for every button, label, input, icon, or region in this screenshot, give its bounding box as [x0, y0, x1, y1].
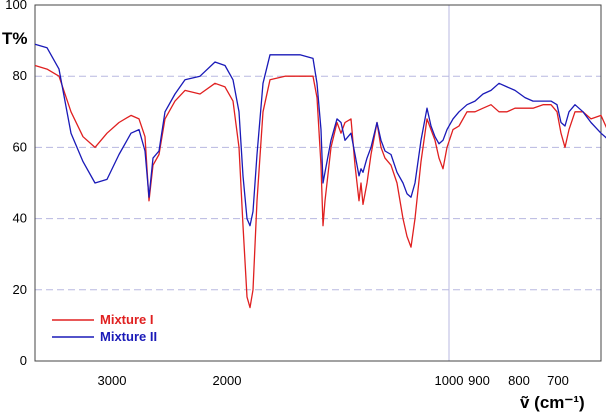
legend-label-mixture-1: Mixture I — [100, 312, 153, 327]
y-tick-label-100: 100 — [5, 0, 27, 12]
x-tick-label-2000: 2000 — [213, 373, 242, 388]
y-tick-label-40: 40 — [13, 211, 27, 226]
series-lines — [34, 43, 606, 309]
x-axis-label: ṽ (cm⁻¹) — [520, 393, 585, 412]
x-axis-ticks: 3000 2000 1000 900 800 700 — [98, 373, 569, 388]
y-axis-ticks: 0 20 40 60 80 100 — [5, 0, 27, 368]
y-axis-label: T% — [2, 29, 28, 48]
plot-area-frame — [34, 4, 602, 362]
y-tick-label-60: 60 — [13, 139, 27, 154]
legend: Mixture I Mixture II — [52, 312, 157, 344]
legend-label-mixture-2: Mixture II — [100, 329, 157, 344]
grid-lines — [35, 5, 601, 361]
x-tick-label-900: 900 — [468, 373, 490, 388]
y-tick-label-20: 20 — [13, 282, 27, 297]
x-tick-label-800: 800 — [508, 373, 530, 388]
x-tick-label-700: 700 — [547, 373, 569, 388]
y-tick-label-0: 0 — [20, 353, 27, 368]
x-tick-label-3000: 3000 — [98, 373, 127, 388]
series-line-mixture-1 — [34, 64, 606, 309]
series-line-mixture-2 — [34, 43, 606, 227]
y-tick-label-80: 80 — [13, 68, 27, 83]
x-tick-label-1000: 1000 — [435, 373, 464, 388]
